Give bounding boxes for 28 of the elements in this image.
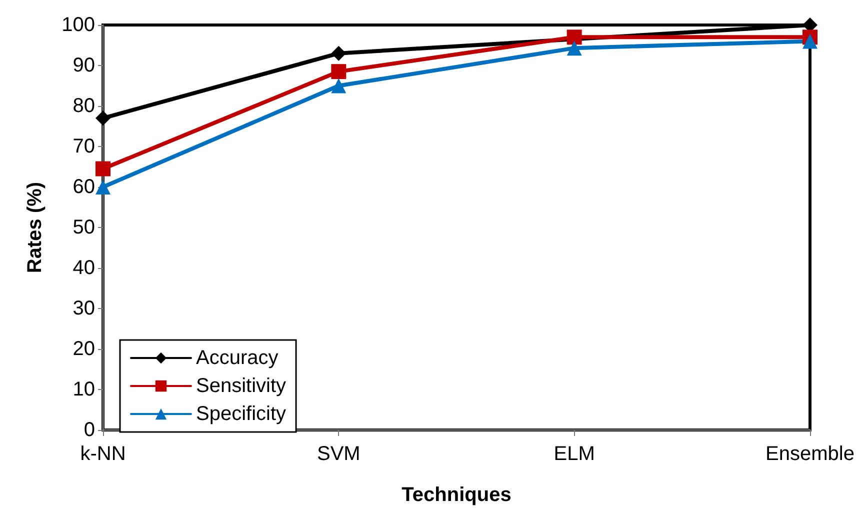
point: [331, 46, 346, 61]
x-tick-label: k-NN: [80, 443, 126, 465]
point: [331, 78, 346, 94]
y-tick-label: 20: [72, 338, 95, 360]
point: [96, 180, 110, 194]
legend-label: Accuracy: [196, 347, 278, 369]
point: [96, 110, 110, 126]
point: [566, 40, 582, 56]
y-tick-label: 0: [84, 419, 95, 441]
y-tick-label: 80: [72, 95, 95, 117]
legend-label: Sensitivity: [196, 375, 286, 397]
y-tick-label: 70: [72, 136, 95, 158]
x-tick-label: SVM: [316, 443, 360, 465]
y-tick-label: 30: [72, 298, 95, 320]
point: [96, 161, 110, 176]
legend-label: Specificity: [196, 403, 286, 425]
y-axis-title: Rates (%): [24, 182, 46, 274]
point: [802, 34, 818, 49]
x-tick-label: Ensemble: [766, 443, 854, 465]
y-tick-label: 60: [72, 176, 95, 198]
y-tick-label: 10: [72, 378, 95, 400]
y-tick-label: 100: [62, 14, 95, 36]
x-tick-label: ELM: [554, 443, 595, 465]
point: [331, 64, 346, 80]
y-tick-label: 40: [72, 257, 95, 279]
x-axis-title: Techniques: [402, 484, 512, 506]
y-tick-label: 50: [72, 216, 95, 238]
y-tick-label: 90: [72, 54, 95, 76]
